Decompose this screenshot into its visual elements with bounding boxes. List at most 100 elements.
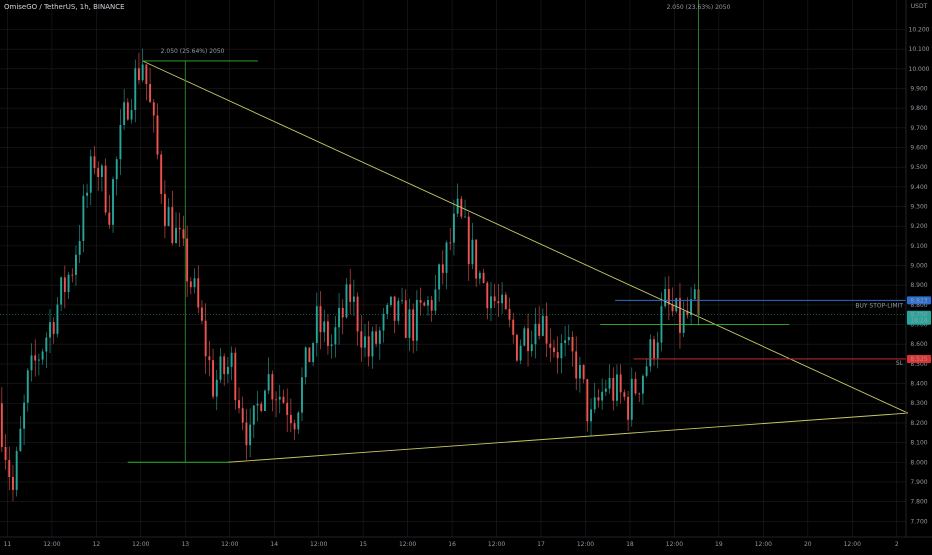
candle-body[interactable] xyxy=(30,355,33,371)
candle[interactable] xyxy=(204,303,207,374)
candle-body[interactable] xyxy=(167,207,170,226)
candle-body[interactable] xyxy=(367,336,370,357)
candle[interactable] xyxy=(593,382,596,414)
candle[interactable] xyxy=(275,391,278,418)
candles[interactable] xyxy=(0,48,700,502)
candle-body[interactable] xyxy=(564,340,567,344)
candle-body[interactable] xyxy=(404,300,407,338)
candle-body[interactable] xyxy=(397,300,400,321)
candle-body[interactable] xyxy=(519,345,522,361)
candle[interactable] xyxy=(649,334,652,372)
candle-body[interactable] xyxy=(352,296,355,302)
candle-body[interactable] xyxy=(360,331,363,348)
candle-body[interactable] xyxy=(679,298,681,333)
price-axis[interactable]: USDT 7.700 7.800 7.900 8.000 8.100 8.200 8.300 8… xyxy=(905,0,931,537)
candle[interactable] xyxy=(341,299,344,335)
candle-body[interactable] xyxy=(371,331,374,357)
candle-body[interactable] xyxy=(37,359,40,361)
candle-body[interactable] xyxy=(671,304,674,312)
candle[interactable] xyxy=(627,390,630,431)
candle-body[interactable] xyxy=(278,396,281,400)
candle-body[interactable] xyxy=(616,374,618,401)
candle[interactable] xyxy=(326,314,329,355)
candle[interactable] xyxy=(308,347,311,363)
candle[interactable] xyxy=(256,390,259,422)
candle-body[interactable] xyxy=(441,264,444,273)
candle[interactable] xyxy=(56,297,59,338)
candle-body[interactable] xyxy=(578,364,581,379)
candle[interactable] xyxy=(245,408,248,460)
candle[interactable] xyxy=(382,307,385,343)
candle-body[interactable] xyxy=(527,328,529,352)
candle-body[interactable] xyxy=(408,309,411,338)
candle[interactable] xyxy=(386,302,389,320)
candle-body[interactable] xyxy=(241,408,244,423)
candle[interactable] xyxy=(586,378,589,432)
candle-body[interactable] xyxy=(67,274,70,292)
candle[interactable] xyxy=(100,163,103,192)
candle-body[interactable] xyxy=(553,347,555,353)
candle[interactable] xyxy=(449,227,452,251)
candle-body[interactable] xyxy=(478,272,481,279)
candle-body[interactable] xyxy=(638,393,641,395)
candle-body[interactable] xyxy=(634,378,637,394)
candle-body[interactable] xyxy=(97,168,100,177)
candle[interactable] xyxy=(60,276,63,311)
candle[interactable] xyxy=(0,386,3,453)
lower-trendline[interactable] xyxy=(227,412,908,463)
candle-body[interactable] xyxy=(0,403,3,448)
candle-body[interactable] xyxy=(19,428,22,452)
candle-body[interactable] xyxy=(349,284,352,302)
candle[interactable] xyxy=(138,52,140,85)
candle-body[interactable] xyxy=(238,400,240,409)
candle[interactable] xyxy=(571,331,574,367)
candle-body[interactable] xyxy=(590,409,592,422)
candle-body[interactable] xyxy=(438,264,441,290)
candle-body[interactable] xyxy=(619,374,622,393)
candle[interactable] xyxy=(527,313,529,367)
candle[interactable] xyxy=(4,434,7,470)
candle[interactable] xyxy=(63,265,66,309)
candle-body[interactable] xyxy=(645,366,648,376)
candle[interactable] xyxy=(249,408,252,458)
candle[interactable] xyxy=(645,358,648,378)
candle[interactable] xyxy=(152,98,155,133)
candle-body[interactable] xyxy=(204,320,207,357)
candle[interactable] xyxy=(630,367,633,427)
candle-body[interactable] xyxy=(508,309,511,320)
candle-body[interactable] xyxy=(186,238,189,282)
candle-body[interactable] xyxy=(356,296,359,332)
candle-body[interactable] xyxy=(260,403,263,411)
candle[interactable] xyxy=(452,199,455,256)
candle-body[interactable] xyxy=(612,378,615,401)
candle-body[interactable] xyxy=(100,165,103,177)
candle-body[interactable] xyxy=(586,379,589,422)
candle[interactable] xyxy=(612,367,615,411)
candle[interactable] xyxy=(52,317,55,344)
candle[interactable] xyxy=(464,199,466,218)
candle-body[interactable] xyxy=(156,115,159,155)
candle-body[interactable] xyxy=(34,355,37,361)
candle[interactable] xyxy=(301,367,303,422)
candle[interactable] xyxy=(241,396,244,431)
candle[interactable] xyxy=(141,48,144,83)
candle-body[interactable] xyxy=(108,212,111,225)
candle[interactable] xyxy=(556,336,559,374)
candle[interactable] xyxy=(12,464,14,502)
candle-body[interactable] xyxy=(104,165,107,213)
candle[interactable] xyxy=(304,346,307,385)
candle[interactable] xyxy=(323,309,326,343)
candle-body[interactable] xyxy=(308,347,311,363)
candle-body[interactable] xyxy=(112,179,114,225)
candle-body[interactable] xyxy=(567,336,570,341)
candle[interactable] xyxy=(419,287,422,316)
candle[interactable] xyxy=(616,364,618,407)
candle-body[interactable] xyxy=(571,336,574,352)
candle-body[interactable] xyxy=(319,306,322,333)
candle-body[interactable] xyxy=(115,159,118,180)
candle-body[interactable] xyxy=(656,342,659,359)
candle-body[interactable] xyxy=(182,229,185,239)
candle[interactable] xyxy=(278,384,281,414)
candle-body[interactable] xyxy=(412,309,415,341)
candle[interactable] xyxy=(401,287,403,304)
